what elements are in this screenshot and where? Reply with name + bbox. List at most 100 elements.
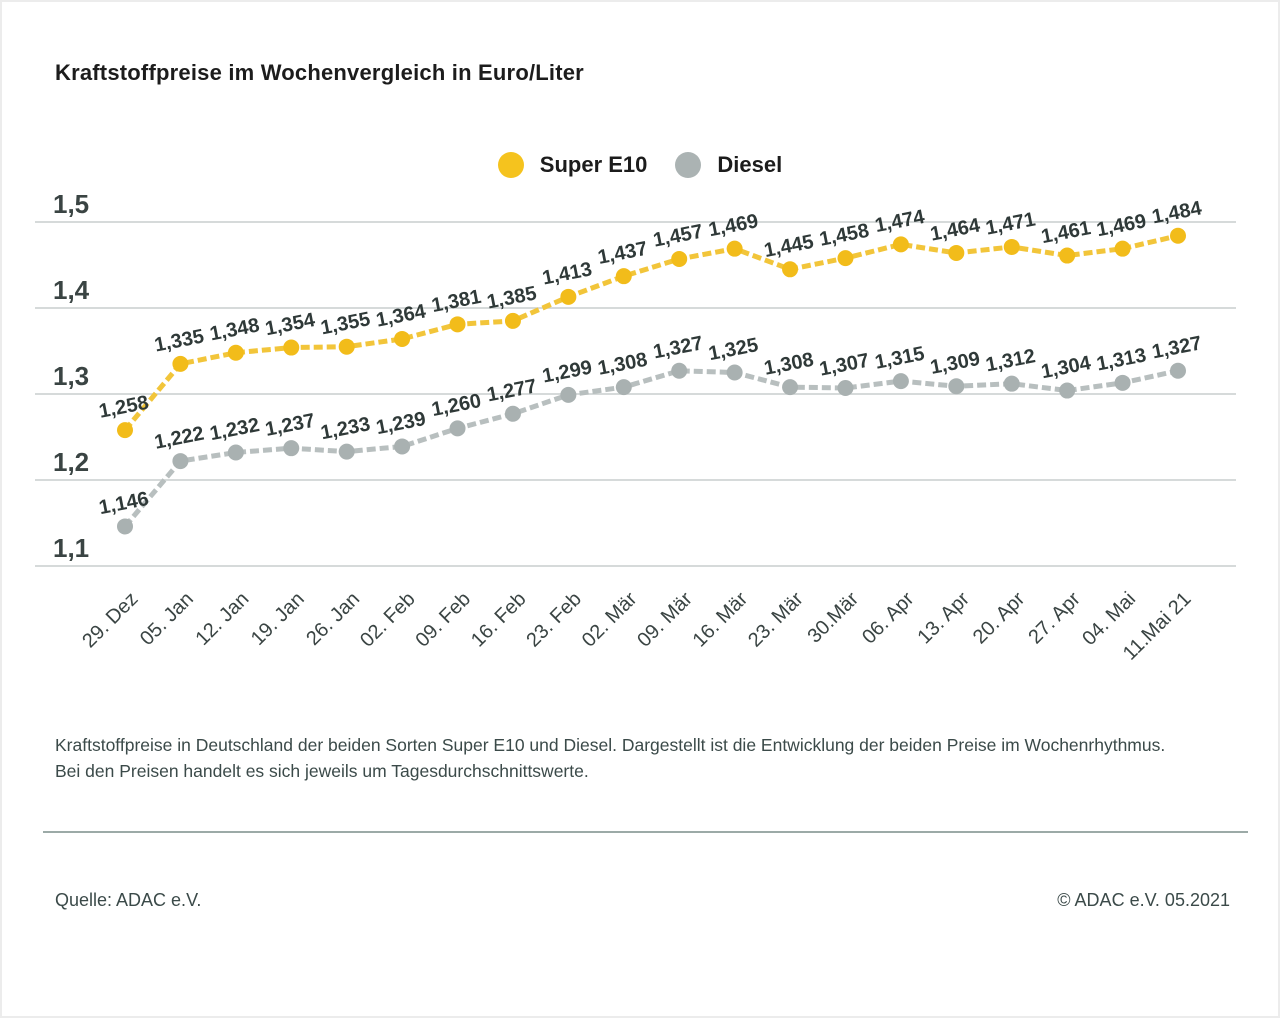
value-label: 1,233 <box>319 413 372 444</box>
super-e10-data-point <box>948 244 965 261</box>
x-axis-tick-label: 02. Mär <box>578 588 642 652</box>
value-label: 1,385 <box>485 282 538 313</box>
legend-item-super-e10: Super E10 <box>497 152 648 178</box>
x-axis-tick-label: 16. Mär <box>689 588 753 652</box>
diesel-data-point <box>837 379 854 396</box>
value-label: 1,325 <box>707 334 760 365</box>
diesel-data-point <box>117 518 133 535</box>
y-axis-tick-label: 1,4 <box>53 275 90 305</box>
value-label: 1,237 <box>263 410 316 441</box>
value-label: 1,469 <box>707 210 760 241</box>
x-axis-tick-label: 30.Mär <box>803 588 863 648</box>
value-label: 1,304 <box>1039 352 1093 383</box>
super-e10-data-point <box>1059 247 1076 264</box>
diesel-data-point <box>948 378 965 395</box>
diesel-data-point <box>227 444 244 461</box>
super-e10-data-point <box>117 422 133 439</box>
x-axis-tick-label: 12. Jan <box>191 588 253 650</box>
diesel-data-point <box>726 364 743 381</box>
diesel-data-point <box>504 405 521 422</box>
diesel-data-point <box>560 386 577 403</box>
x-axis-tick-label: 23. Mär <box>744 588 808 652</box>
x-axis-tick-label: 27. Apr <box>1024 588 1085 649</box>
value-label: 1,232 <box>208 414 261 445</box>
x-axis-tick-label: 23. Feb <box>522 588 586 652</box>
diesel-data-point <box>671 362 688 379</box>
value-label: 1,315 <box>873 343 926 374</box>
value-label: 1,312 <box>984 345 1037 376</box>
super-e10-data-point <box>671 250 688 267</box>
x-axis-tick-label: 02. Feb <box>356 588 420 652</box>
x-axis-tick-label: 09. Mär <box>633 588 697 652</box>
legend-label-diesel: Diesel <box>717 152 783 177</box>
x-axis-tick-label: 09. Feb <box>412 588 476 652</box>
super-e10-data-point <box>504 312 521 329</box>
value-label: 1,307 <box>818 350 871 381</box>
diesel-data-point <box>338 443 355 460</box>
x-axis-tick-label: 19. Jan <box>247 588 309 650</box>
value-label: 1,464 <box>929 214 983 245</box>
value-label: 1,299 <box>541 356 594 387</box>
footer-divider <box>43 831 1248 833</box>
chart-caption: Kraftstoffpreise in Deutschland der beid… <box>55 735 1166 781</box>
super-e10-data-point <box>283 339 300 356</box>
super-e10-data-point <box>782 261 799 278</box>
value-label: 1,354 <box>263 309 317 340</box>
value-label: 1,484 <box>1150 197 1204 228</box>
legend-label-super-e10: Super E10 <box>539 152 648 177</box>
y-axis-tick-label: 1,3 <box>53 361 89 391</box>
value-label: 1,308 <box>596 349 649 380</box>
x-axis-tick-label: 20. Apr <box>969 588 1030 649</box>
x-axis-tick-label: 16. Feb <box>467 588 531 652</box>
value-label: 1,355 <box>319 308 372 339</box>
diesel-data-point <box>615 379 632 396</box>
diesel-data-point <box>283 440 300 457</box>
value-label: 1,413 <box>541 258 594 289</box>
super-e10-data-point <box>726 240 743 257</box>
value-label: 1,146 <box>97 488 150 519</box>
value-label: 1,308 <box>762 349 815 380</box>
diesel-dot-icon <box>675 152 702 178</box>
value-label: 1,222 <box>153 423 206 454</box>
super-e10-data-point <box>338 338 355 355</box>
chart-title: Kraftstoffpreise im Wochenvergleich in E… <box>55 60 584 85</box>
value-label: 1,469 <box>1095 210 1148 241</box>
diesel-data-point <box>892 373 909 390</box>
value-label: 1,471 <box>984 208 1037 239</box>
value-label: 1,348 <box>208 314 261 345</box>
x-axis-tick-label: 29. Dez <box>78 588 142 652</box>
value-label: 1,437 <box>596 238 649 269</box>
value-label: 1,313 <box>1095 344 1148 375</box>
diesel-data-point <box>394 438 411 455</box>
y-axis-tick-label: 1,5 <box>53 189 89 219</box>
super-e10-data-point <box>892 236 909 253</box>
super-e10-data-point <box>227 344 244 361</box>
x-axis-tick-label: 06. Apr <box>858 588 919 649</box>
x-axis-tick-label: 05. Jan <box>136 588 198 650</box>
diesel-line <box>123 368 1179 529</box>
source-credit: Quelle: ADAC e.V. <box>55 890 202 910</box>
diesel-data-point <box>782 379 799 396</box>
value-label: 1,239 <box>374 408 427 439</box>
value-label: 1,457 <box>651 221 704 252</box>
y-axis-tick-label: 1,1 <box>53 533 89 563</box>
diesel-data-point <box>1059 382 1076 399</box>
copyright-notice: © ADAC e.V. 05.2021 <box>1057 890 1230 910</box>
chart-legend: Super E10 Diesel <box>0 152 1280 178</box>
super-e10-data-point <box>1114 240 1131 257</box>
legend-item-diesel: Diesel <box>675 152 782 178</box>
super-e10-data-point <box>172 355 189 372</box>
value-label: 1,327 <box>651 332 704 363</box>
super-e10-data-point <box>837 250 854 267</box>
value-label: 1,335 <box>153 325 206 356</box>
diesel-data-point <box>1114 374 1131 391</box>
value-label: 1,474 <box>873 206 927 237</box>
diesel-data-point <box>1003 375 1020 392</box>
diesel-data-point <box>1170 362 1186 379</box>
value-label: 1,458 <box>818 220 871 251</box>
x-axis-tick-label: 26. Jan <box>302 588 364 650</box>
super-e10-data-point <box>560 288 577 305</box>
value-label: 1,364 <box>374 300 428 331</box>
super-e10-data-point <box>394 330 411 347</box>
value-label: 1,445 <box>762 231 815 262</box>
